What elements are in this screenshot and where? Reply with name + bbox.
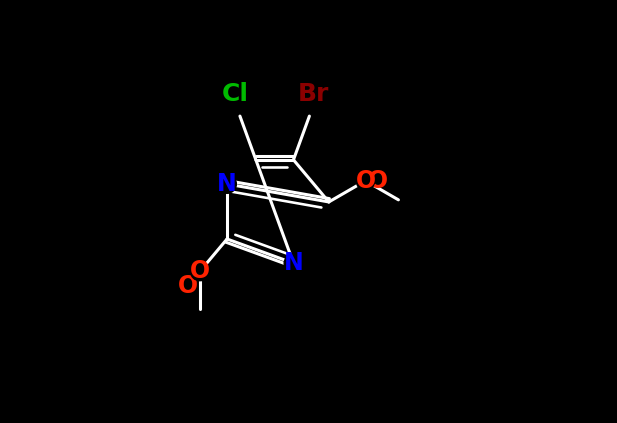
Circle shape — [218, 175, 236, 193]
Circle shape — [284, 254, 303, 272]
Circle shape — [356, 171, 375, 190]
Text: O: O — [178, 274, 197, 297]
Text: Br: Br — [298, 82, 329, 105]
Text: O: O — [190, 259, 210, 283]
Text: N: N — [284, 251, 304, 275]
Text: N: N — [217, 172, 237, 196]
Circle shape — [191, 262, 209, 281]
Text: O: O — [368, 169, 387, 193]
Text: Cl: Cl — [222, 82, 249, 105]
Text: O: O — [355, 169, 376, 193]
